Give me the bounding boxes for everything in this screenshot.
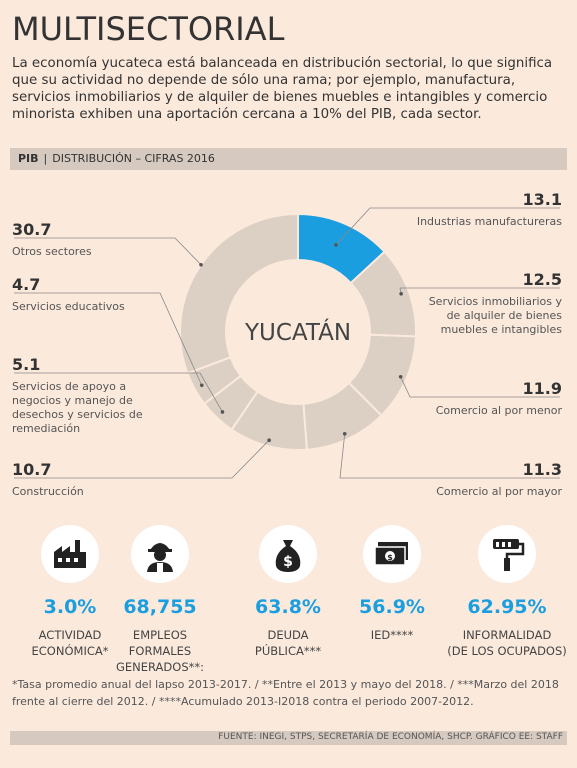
leader-line [399, 287, 560, 294]
factory-icon [41, 525, 99, 583]
slice-category-label: muebles e intangibles [441, 323, 563, 336]
stat-value: 3.0% [43, 596, 97, 618]
slice-category-label: Comercio al por mayor [436, 485, 562, 498]
stat-label: IED**** [370, 628, 414, 642]
donut-center-label: YUCATÁN [244, 318, 351, 346]
stat-block: $56.9% IED**** [334, 525, 450, 643]
stat-block: 3.0% ACTIVIDAD ECONÓMICA* [12, 525, 128, 659]
slice-category-label: de alquiler de bienes [447, 309, 563, 322]
leader-dot [342, 431, 347, 436]
stat-value: 62.95% [467, 596, 547, 618]
money-bag-icon: $ [259, 525, 317, 583]
leader-dot [398, 375, 403, 379]
pib-tag: PIB [18, 152, 39, 165]
slice-category-label: negocios y manejo de [12, 394, 133, 407]
slice-value-label: 30.7 [12, 220, 51, 239]
leader-line [14, 292, 203, 386]
stat-label: INFORMALIDAD (DE LOS OCUPADOS) [447, 628, 567, 658]
section-bar: PIB | DISTRIBUCIÓN – CIFRAS 2016 [10, 148, 567, 170]
footnote: *Tasa promedio anual del lapso 2013-2017… [12, 678, 559, 708]
slice-value-label: 4.7 [12, 275, 40, 294]
leader-dot [199, 262, 203, 267]
slice-category-label: Otros sectores [12, 245, 92, 258]
leader-dot [267, 438, 271, 443]
stat-value: 63.8% [255, 596, 321, 618]
leader-line [400, 376, 560, 398]
leader-dot [199, 383, 204, 388]
leader-line [14, 237, 202, 266]
stat-block: 62.95% INFORMALIDAD (DE LOS OCUPADOS) [442, 525, 572, 659]
pib-label: DISTRIBUCIÓN – CIFRAS 2016 [52, 152, 215, 165]
leader-dot [399, 291, 403, 296]
slice-value-label: 5.1 [12, 355, 40, 374]
page-title: MULTISECTORIAL [12, 10, 285, 48]
paint-roller-icon [478, 525, 536, 583]
slice-value-label: 12.5 [523, 270, 562, 289]
leader-line [14, 372, 223, 413]
stat-block: 68,755 EMPLEOS FORMALES GENERADOS**: [102, 525, 218, 675]
stat-label: DEUDA PÚBLICA*** [254, 628, 322, 658]
svg-text:$: $ [387, 553, 393, 562]
intro-text: La economía yucateca está balanceada en … [12, 56, 553, 122]
slice-category-label: Construcción [12, 485, 84, 498]
stat-value: 56.9% [359, 596, 425, 618]
stat-label: ACTIVIDAD ECONÓMICA* [31, 628, 109, 658]
stat-block: $63.8% DEUDA PÚBLICA*** [230, 525, 346, 659]
slice-value-label: 11.3 [523, 460, 562, 479]
slice-category-label: Servicios inmobiliarios y [429, 295, 563, 308]
leader-line [14, 439, 270, 479]
slice-value-label: 11.9 [523, 379, 562, 398]
source-text: FUENTE: INEGI, STPS, SECRETARÍA DE ECONO… [218, 732, 563, 742]
slice-category-label: desechos y servicios de [12, 408, 143, 421]
slice-value-label: 13.1 [523, 190, 562, 209]
svg-text:$: $ [283, 554, 293, 570]
donut-slice [179, 212, 299, 375]
leader-line [339, 433, 560, 479]
stat-value: 68,755 [123, 596, 197, 618]
slice-value-label: 10.7 [12, 460, 51, 479]
leader-line [335, 207, 560, 246]
slice-category-label: remediación [12, 422, 80, 435]
worker-icon [131, 525, 189, 583]
slice-category-label: Comercio al por menor [436, 404, 563, 417]
slice-category-label: Industrias manufactureras [417, 215, 562, 228]
slice-category-label: Servicios educativos [12, 300, 125, 313]
source-bar: FUENTE: INEGI, STPS, SECRETARÍA DE ECONO… [10, 731, 567, 745]
slice-category-label: Servicios de apoyo a [12, 380, 126, 393]
donut-chart: YUCATÁN 13.1 Industrias manufactureras 12.5… [12, 190, 563, 498]
stats-row: 3.0% ACTIVIDAD ECONÓMICA* 68,755 EMPLEOS FO… [0, 525, 577, 674]
banknotes-icon: $ [363, 525, 421, 583]
leader-dot [334, 243, 338, 247]
leader-dot [220, 410, 225, 414]
stat-label: EMPLEOS FORMALES GENERADOS**: [115, 628, 205, 674]
